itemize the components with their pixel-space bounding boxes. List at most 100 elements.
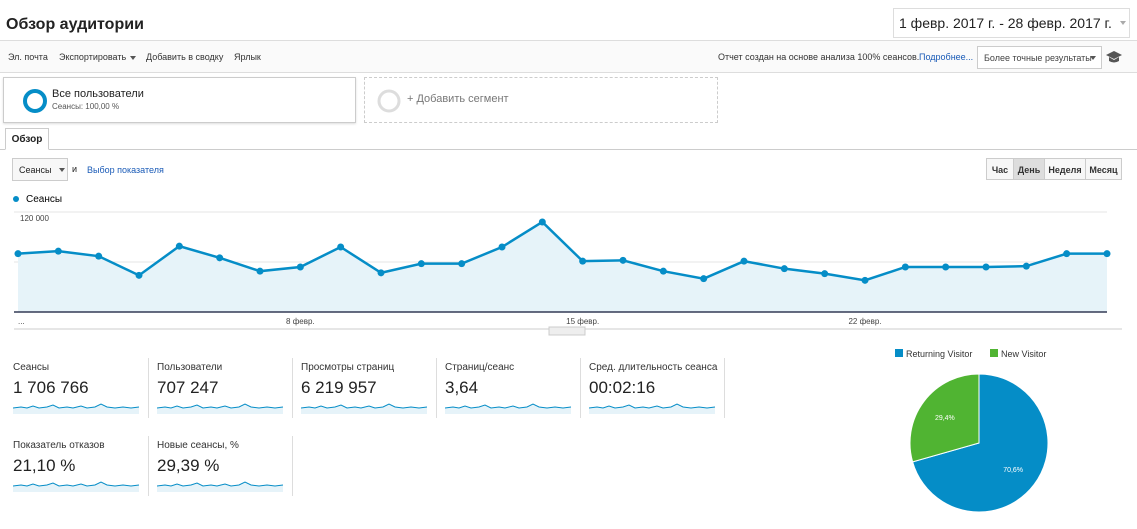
x-tick-label: 15 февр. xyxy=(566,317,599,326)
metric-label: Новые сеансы, % xyxy=(157,440,239,451)
data-point xyxy=(175,242,183,250)
sparkline-line xyxy=(157,403,284,409)
sparkline-area xyxy=(157,482,283,492)
segment-ring xyxy=(377,89,401,113)
export-action[interactable]: Экспортировать xyxy=(59,52,137,62)
dropdown-arrow xyxy=(59,168,65,172)
dropdown-arrow xyxy=(1090,56,1096,60)
sparkline-area xyxy=(589,404,715,414)
export-label: Экспортировать xyxy=(59,52,127,62)
data-point xyxy=(861,276,869,284)
data-point xyxy=(821,270,829,278)
add-to-dashboard[interactable]: Добавить в сводку xyxy=(146,52,224,62)
data-point xyxy=(256,267,264,275)
legend-label: Сеансы xyxy=(26,194,62,205)
data-point xyxy=(296,263,304,271)
sampling-note: Отчет создан на основе анализа 100% сеан… xyxy=(718,52,920,62)
more-link[interactable]: Подробнее... xyxy=(919,52,974,62)
legend-dot xyxy=(13,196,19,202)
data-point xyxy=(619,256,627,264)
sparkline xyxy=(157,481,284,492)
x-tick-label: ... xyxy=(18,317,25,326)
data-point xyxy=(95,252,103,260)
data-point xyxy=(135,271,143,279)
x-tick-label: 22 февр. xyxy=(848,317,881,326)
date-picker[interactable]: 1 февр. 2017 г. - 28 февр. 2017 г. xyxy=(893,8,1130,38)
metric: Просмотры страниц 6 219 957 xyxy=(296,358,437,418)
pie-slice xyxy=(912,373,1049,513)
metric-label: Показатель отказов xyxy=(13,440,105,451)
sparkline-area xyxy=(445,404,571,414)
metric-divider xyxy=(148,436,149,496)
data-point xyxy=(1103,250,1111,258)
dropdown-arrow xyxy=(130,55,137,60)
legend-swatch xyxy=(990,349,998,357)
data-point xyxy=(337,243,345,251)
metric-value: 3,64 xyxy=(445,378,479,397)
sparkline-area xyxy=(13,482,139,492)
legend-label: Returning Visitor xyxy=(906,349,972,359)
data-point xyxy=(417,260,425,268)
sparkline-line xyxy=(13,403,140,409)
metric-value: 6 219 957 xyxy=(301,378,377,397)
date-range: 1 февр. 2017 г. - 28 февр. 2017 г. xyxy=(899,15,1112,31)
precision-select[interactable]: Более точные результаты xyxy=(977,46,1102,69)
segment-detail: Сеансы: 100,00 % xyxy=(52,102,120,111)
data-point xyxy=(942,263,950,271)
data-point xyxy=(216,254,224,262)
slice-label: 29,4% xyxy=(935,415,955,422)
slice-label: 70,6% xyxy=(1003,467,1023,474)
data-point xyxy=(740,257,748,265)
sparkline-area xyxy=(13,404,139,414)
metric-value: 707 247 xyxy=(157,378,219,397)
metric-divider xyxy=(436,358,437,418)
metric: Показатель отказов 21,10 % xyxy=(8,436,149,496)
data-point xyxy=(538,218,546,226)
tab[interactable]: Обзор xyxy=(5,128,49,150)
metric-divider xyxy=(724,358,725,418)
ring xyxy=(377,89,401,113)
learn-icon[interactable] xyxy=(1105,50,1123,64)
metric: Страниц/сеанс 3,64 xyxy=(440,358,581,418)
granularity-button[interactable]: Месяц xyxy=(1085,158,1122,180)
add-segment-label: + Добавить сегмент xyxy=(407,93,509,105)
metric: Новые сеансы, % 29,39 % xyxy=(152,436,293,496)
metric-select[interactable]: Сеансы xyxy=(12,158,68,181)
sparkline xyxy=(589,403,716,414)
toolbar xyxy=(0,40,1137,73)
metric-label: Страниц/сеанс xyxy=(445,362,515,373)
sparkline-line xyxy=(589,403,716,409)
metric-label: Просмотры страниц xyxy=(301,362,395,373)
y-tick-label: 120 000 xyxy=(20,214,49,223)
sparkline-line xyxy=(157,481,284,487)
sparkline-line xyxy=(301,403,428,409)
pick-metric-link[interactable]: Выбор показателя xyxy=(87,165,164,175)
segment-ring xyxy=(23,89,47,113)
tab-line xyxy=(0,149,1137,150)
metric-value: 21,10 % xyxy=(13,456,76,475)
dropdown-arrow xyxy=(1120,21,1126,25)
metric: Сеансы 1 706 766 xyxy=(8,358,149,418)
legend-label: New Visitor xyxy=(1001,349,1046,359)
metric-label: Пользователи xyxy=(157,362,223,373)
data-point xyxy=(377,269,385,277)
data-point xyxy=(579,257,587,265)
sparkline-area xyxy=(157,404,283,414)
data-point xyxy=(1022,262,1030,270)
shortcut-action[interactable]: Ярлык xyxy=(234,52,261,62)
data-point xyxy=(458,260,466,268)
email-action[interactable]: Эл. почта xyxy=(8,52,48,62)
ring xyxy=(23,89,47,113)
page-title: Обзор аудитории xyxy=(6,16,144,33)
data-point xyxy=(659,267,667,275)
conjunction: и xyxy=(72,164,78,174)
pie-slice xyxy=(909,373,980,463)
segment-card[interactable]: Все пользователи Сеансы: 100,00 % xyxy=(3,77,356,123)
add-segment[interactable]: + Добавить сегмент xyxy=(364,77,718,123)
data-point xyxy=(14,250,22,258)
metric-value: 00:02:16 xyxy=(589,378,656,397)
metric-divider xyxy=(580,358,581,418)
segment-name: Все пользователи xyxy=(52,88,144,100)
